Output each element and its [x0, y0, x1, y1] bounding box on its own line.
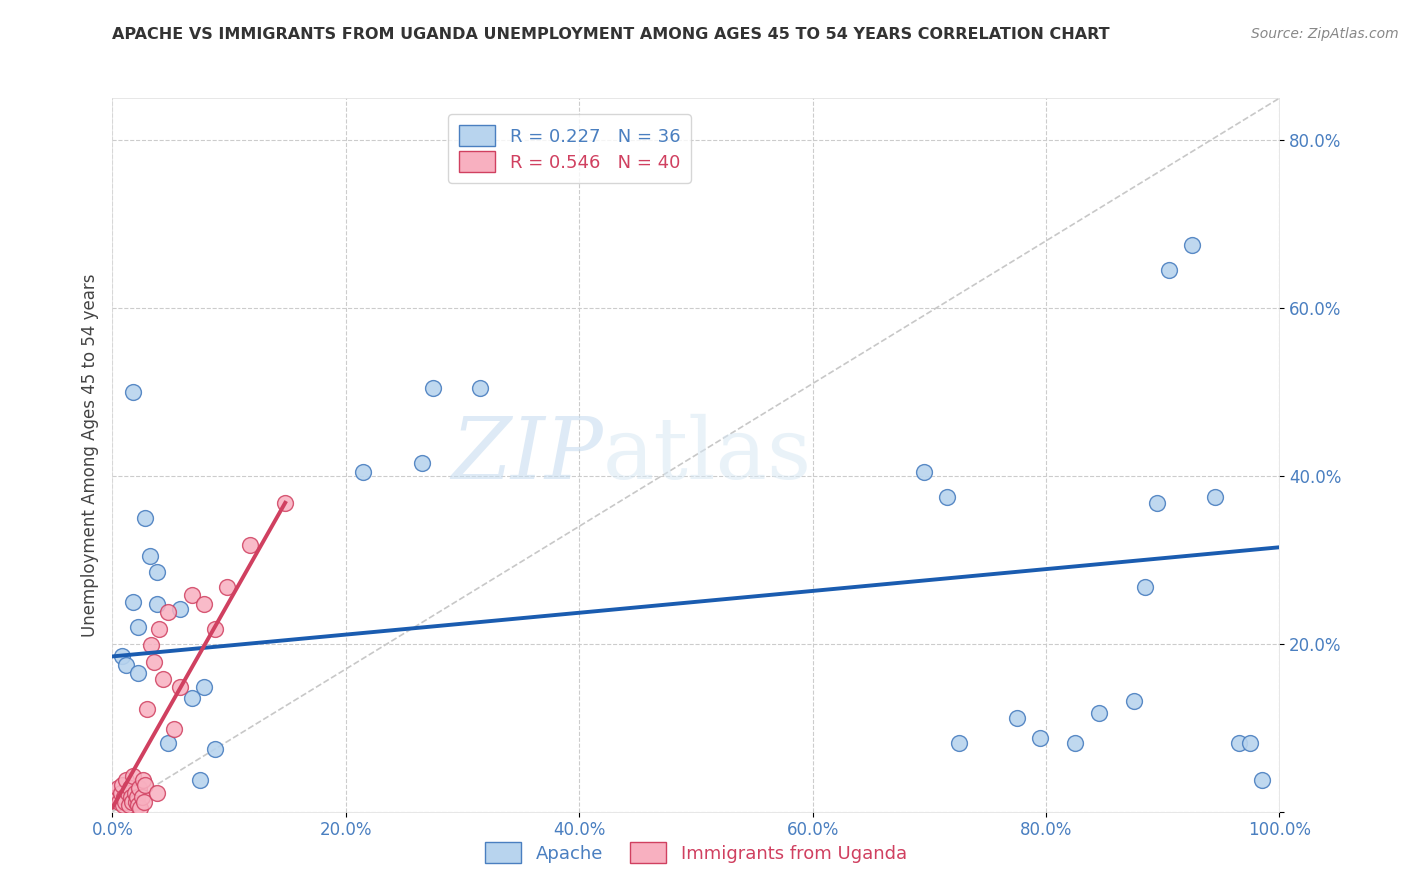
Point [120, 789, 142, 804]
Point [127, 797, 149, 812]
Point [239, 538, 262, 552]
Point [163, 723, 186, 737]
Point [129, 801, 152, 815]
Point [127, 620, 149, 634]
Text: atlas: atlas [603, 413, 811, 497]
Point [169, 601, 191, 615]
Point [1029, 731, 1052, 745]
Point [912, 465, 935, 479]
Point [193, 597, 215, 611]
Point [215, 580, 238, 594]
Point [1122, 694, 1144, 708]
Legend: Apache, Immigrants from Uganda: Apache, Immigrants from Uganda [478, 835, 914, 871]
Point [1135, 580, 1157, 594]
Point [468, 381, 491, 395]
Point [118, 797, 141, 812]
Point [1251, 772, 1274, 787]
Point [1227, 736, 1250, 750]
Point [146, 566, 169, 580]
Point [115, 772, 138, 787]
Point [146, 597, 169, 611]
Point [132, 795, 155, 809]
Point [1087, 706, 1109, 720]
Point [124, 786, 146, 800]
Point [1204, 490, 1226, 504]
Point [122, 384, 145, 399]
Point [180, 588, 202, 602]
Point [111, 797, 134, 812]
Point [948, 736, 970, 750]
Point [104, 789, 127, 804]
Point [110, 786, 132, 800]
Point [112, 789, 135, 804]
Point [143, 655, 166, 669]
Point [1239, 736, 1261, 750]
Text: Source: ZipAtlas.com: Source: ZipAtlas.com [1251, 27, 1399, 41]
Point [274, 496, 297, 510]
Point [422, 381, 444, 395]
Point [169, 681, 191, 695]
Point [125, 795, 148, 809]
Point [117, 786, 139, 800]
Point [193, 681, 215, 695]
Point [188, 772, 211, 787]
Text: APACHE VS IMMIGRANTS FROM UGANDA UNEMPLOYMENT AMONG AGES 45 TO 54 YEARS CORRELAT: APACHE VS IMMIGRANTS FROM UGANDA UNEMPLO… [112, 27, 1111, 42]
Point [132, 772, 155, 787]
Point [1064, 736, 1087, 750]
Point [1157, 263, 1180, 277]
Point [411, 456, 433, 470]
Point [134, 778, 156, 792]
Point [935, 490, 957, 504]
Point [1005, 711, 1028, 725]
Point [107, 781, 129, 796]
Point [111, 649, 134, 664]
Y-axis label: Unemployment Among Ages 45 to 54 years: Unemployment Among Ages 45 to 54 years [80, 273, 98, 637]
Point [204, 741, 226, 756]
Point [136, 702, 159, 716]
Point [148, 622, 170, 636]
Point [127, 666, 149, 681]
Point [122, 595, 145, 609]
Point [131, 789, 153, 804]
Point [139, 639, 162, 653]
Point [111, 778, 134, 792]
Point [122, 769, 145, 783]
Point [128, 781, 150, 796]
Point [204, 622, 226, 636]
Point [146, 786, 169, 800]
Point [134, 511, 156, 525]
Point [157, 605, 180, 619]
Point [352, 465, 374, 479]
Point [139, 549, 162, 563]
Point [157, 736, 180, 750]
Point [125, 789, 148, 804]
Point [108, 795, 131, 809]
Point [152, 672, 174, 686]
Text: ZIP: ZIP [451, 414, 603, 496]
Point [118, 781, 141, 796]
Point [114, 795, 136, 809]
Point [121, 795, 143, 809]
Point [1146, 496, 1168, 510]
Point [1181, 238, 1204, 252]
Point [115, 657, 138, 672]
Point [180, 691, 202, 706]
